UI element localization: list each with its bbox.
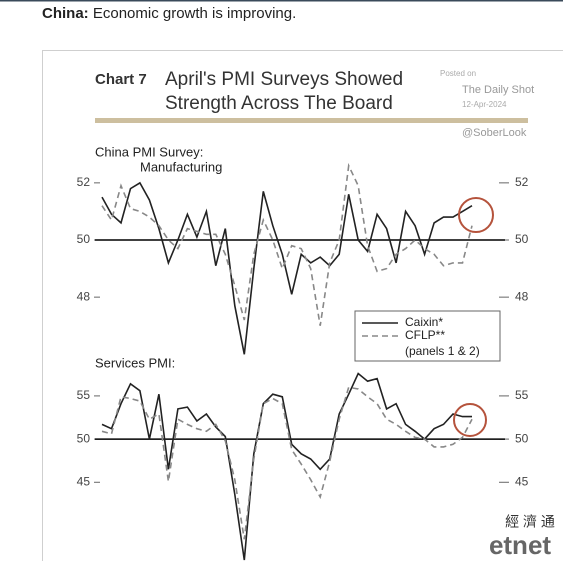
series-line <box>101 181 473 355</box>
watermark-cn: 經 濟 通 <box>505 514 555 530</box>
y-tick-label: 48 <box>515 289 529 303</box>
highlight-circle <box>458 197 494 233</box>
legend-label: Caixin* <box>405 315 443 329</box>
top-rule <box>0 0 563 2</box>
y-tick-label: 55 <box>77 388 91 402</box>
chart-title-line: April's PMI Surveys Showed <box>165 69 403 90</box>
series-line <box>101 386 473 540</box>
panel-title: China PMI Survey: <box>95 144 203 159</box>
y-tick-label: 50 <box>77 232 91 246</box>
y-tick-label: 48 <box>77 289 91 303</box>
headline-text: Economic growth is improving. <box>93 5 296 22</box>
y-tick-label: 45 <box>77 474 91 488</box>
posted-on: Posted on <box>440 69 476 78</box>
highlight-circle <box>453 403 487 437</box>
legend-note: (panels 1 & 2) <box>405 344 480 358</box>
y-tick-label: 50 <box>77 431 91 445</box>
headline-bold: China: <box>42 5 89 22</box>
legend-label: CFLP** <box>405 328 445 342</box>
handle: @SoberLook <box>462 127 527 139</box>
series-line <box>101 162 473 326</box>
image-frame <box>42 50 563 561</box>
headline: China: Economic growth is improving. <box>42 5 296 22</box>
panel-title: Services PMI: <box>95 355 175 370</box>
watermark-en: etnet <box>489 530 551 560</box>
chart-label: Chart 7 <box>95 71 147 88</box>
y-tick-label: 52 <box>515 175 529 189</box>
chart-title-line: Strength Across The Board <box>165 93 393 114</box>
date: 12-Apr-2024 <box>462 100 507 109</box>
series-line <box>101 372 472 561</box>
y-tick-label: 50 <box>515 431 529 445</box>
y-tick-label: 55 <box>515 388 529 402</box>
title-rule <box>95 118 528 123</box>
y-tick-label: 52 <box>77 175 91 189</box>
y-tick-label: 45 <box>515 474 529 488</box>
panel-title: Manufacturing <box>140 159 222 174</box>
y-tick-label: 50 <box>515 232 529 246</box>
source: The Daily Shot <box>462 84 534 96</box>
legend-box <box>354 310 501 362</box>
